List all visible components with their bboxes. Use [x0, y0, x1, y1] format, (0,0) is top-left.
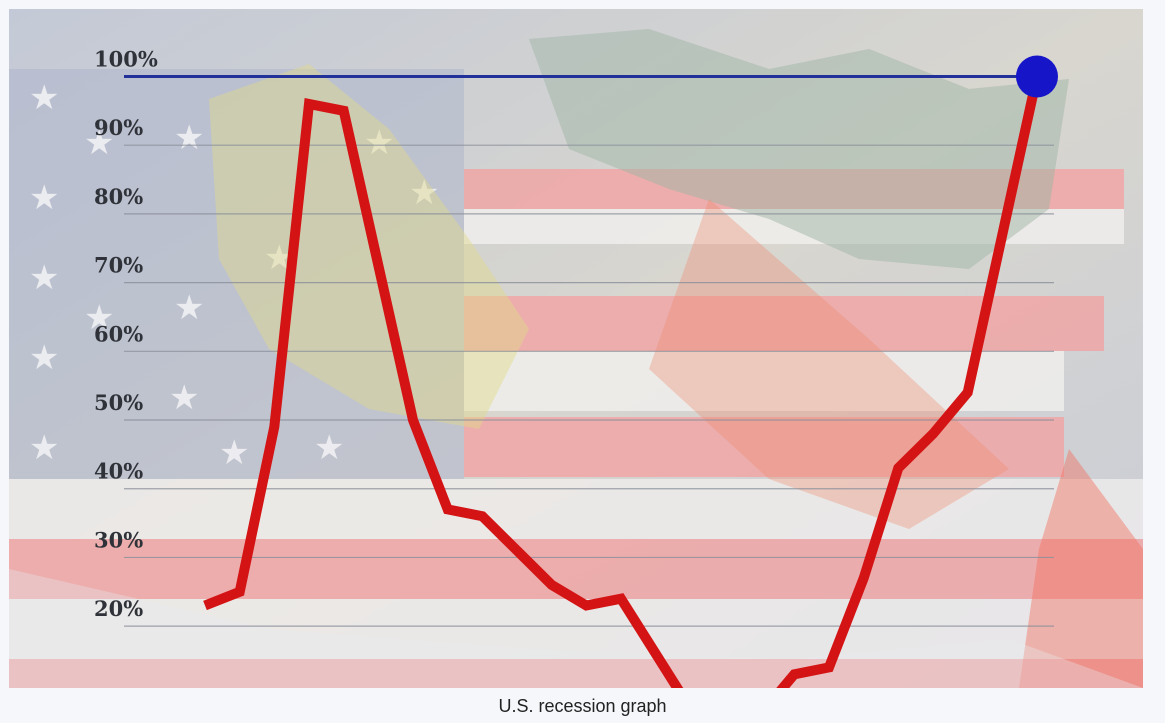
figure-caption: U.S. recession graph	[498, 696, 667, 716]
star-icon: ★	[84, 298, 114, 338]
y-tick-label: 50%	[94, 390, 143, 415]
flag-stripe	[464, 417, 1064, 477]
star-icon: ★	[29, 178, 59, 218]
star-icon: ★	[174, 118, 204, 158]
flag-stripe	[9, 659, 1143, 688]
star-icon: ★	[29, 428, 59, 468]
flag-canton	[9, 69, 464, 479]
star-icon: ★	[409, 173, 439, 213]
flag-stripe	[464, 296, 1104, 351]
end-point-marker	[1016, 55, 1058, 98]
star-icon: ★	[169, 378, 199, 418]
map-shape	[1019, 449, 1143, 688]
star-icon: ★	[174, 288, 204, 328]
star-icon: ★	[29, 258, 59, 298]
y-tick-label: 20%	[94, 596, 143, 621]
series-layer	[203, 75, 1042, 688]
flag-stripe	[9, 539, 1143, 599]
series-line	[203, 75, 1042, 688]
star-icon: ★	[314, 428, 344, 468]
star-icon: ★	[219, 433, 249, 473]
recession-chart: ★ ★ ★ ★ ★ ★ ★ ★ ★ ★ ★ ★ ★ ★ ★	[9, 9, 1143, 688]
y-tick-label: 70%	[94, 253, 143, 278]
y-tick-label: 90%	[94, 115, 143, 140]
flag-background: ★ ★ ★ ★ ★ ★ ★ ★ ★ ★ ★ ★ ★ ★ ★	[9, 9, 1143, 688]
map-shape	[529, 29, 1069, 269]
y-tick-label: 80%	[94, 184, 143, 209]
flag-stripe	[9, 599, 1143, 659]
star-icon: ★	[29, 338, 59, 378]
y-tick-label: 30%	[94, 527, 143, 552]
marker-layer	[1016, 55, 1058, 98]
y-tick-label: 40%	[94, 459, 143, 484]
star-icon: ★	[364, 123, 394, 163]
y-tick-label: 100%	[94, 46, 158, 71]
star-field: ★ ★ ★ ★ ★ ★ ★ ★ ★ ★ ★ ★ ★ ★ ★	[29, 78, 439, 473]
map-shape	[9, 569, 1143, 688]
star-icon: ★	[29, 78, 59, 118]
star-icon: ★	[84, 123, 114, 163]
y-tick-label: 60%	[94, 321, 143, 346]
chart-figure: ★ ★ ★ ★ ★ ★ ★ ★ ★ ★ ★ ★ ★ ★ ★	[9, 9, 1143, 688]
y-axis-labels: 100% 90% 80% 70% 60% 50% 40% 30% 20%	[94, 46, 158, 621]
